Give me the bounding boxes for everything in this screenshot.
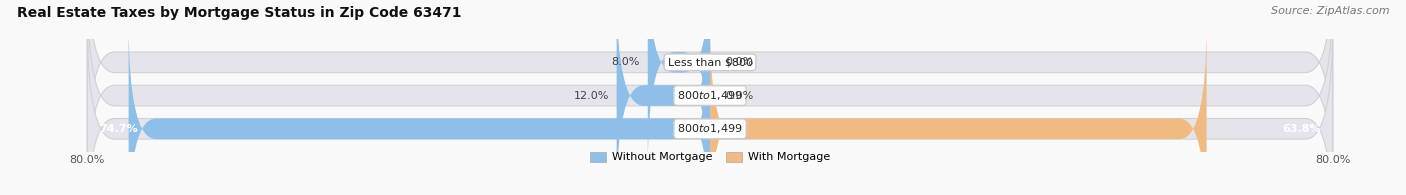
Text: $800 to $1,499: $800 to $1,499: [678, 122, 742, 135]
FancyBboxPatch shape: [710, 23, 1206, 195]
Text: 12.0%: 12.0%: [574, 90, 609, 101]
Text: $800 to $1,499: $800 to $1,499: [678, 89, 742, 102]
FancyBboxPatch shape: [617, 0, 710, 195]
FancyBboxPatch shape: [648, 0, 710, 168]
FancyBboxPatch shape: [87, 23, 1333, 195]
Text: Source: ZipAtlas.com: Source: ZipAtlas.com: [1271, 6, 1389, 16]
Text: Less than $800: Less than $800: [668, 57, 752, 67]
Text: 0.0%: 0.0%: [725, 57, 754, 67]
FancyBboxPatch shape: [128, 23, 710, 195]
Legend: Without Mortgage, With Mortgage: Without Mortgage, With Mortgage: [585, 147, 835, 167]
Text: Real Estate Taxes by Mortgage Status in Zip Code 63471: Real Estate Taxes by Mortgage Status in …: [17, 6, 461, 20]
FancyBboxPatch shape: [87, 0, 1333, 195]
FancyBboxPatch shape: [87, 0, 1333, 168]
Text: 8.0%: 8.0%: [612, 57, 640, 67]
Text: 74.7%: 74.7%: [98, 124, 138, 134]
Text: 0.0%: 0.0%: [725, 90, 754, 101]
Text: 63.8%: 63.8%: [1282, 124, 1322, 134]
